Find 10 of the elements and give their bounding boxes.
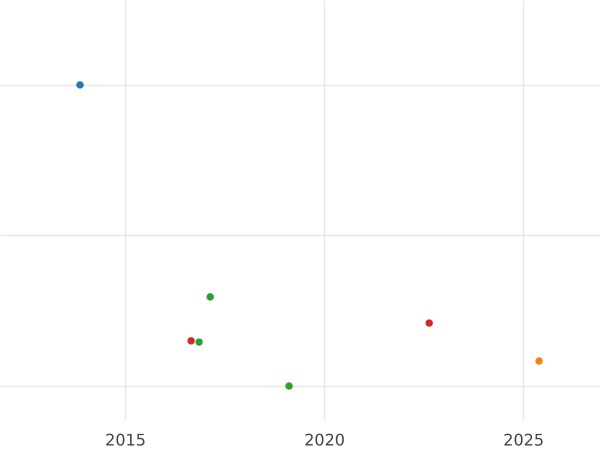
- point: [425, 319, 433, 327]
- point: [285, 382, 293, 390]
- point: [206, 293, 214, 301]
- point: [76, 81, 84, 89]
- point: [195, 338, 203, 346]
- x-tick-label: 2025: [503, 430, 544, 450]
- x-tick-label: 2015: [105, 430, 146, 450]
- point: [535, 357, 543, 365]
- point: [187, 337, 195, 345]
- x-tick-label: 2020: [304, 430, 345, 450]
